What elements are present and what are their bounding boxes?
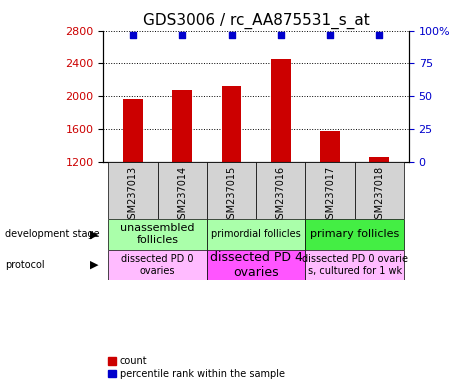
Bar bbox=[306, 162, 355, 219]
Point bbox=[326, 31, 334, 38]
Text: ▶: ▶ bbox=[90, 260, 99, 270]
Bar bbox=[207, 250, 306, 280]
Text: GSM237014: GSM237014 bbox=[177, 166, 187, 225]
Text: primary follicles: primary follicles bbox=[310, 229, 399, 239]
Text: ▶: ▶ bbox=[90, 229, 99, 239]
Title: GDS3006 / rc_AA875531_s_at: GDS3006 / rc_AA875531_s_at bbox=[143, 13, 369, 29]
Text: GSM237013: GSM237013 bbox=[128, 166, 138, 225]
Bar bbox=[271, 60, 290, 162]
Bar bbox=[172, 89, 192, 162]
Point bbox=[228, 31, 235, 38]
Bar bbox=[108, 250, 207, 280]
Bar bbox=[108, 162, 157, 219]
Bar bbox=[123, 99, 143, 162]
Text: dissected PD 0 ovarie
s, cultured for 1 wk: dissected PD 0 ovarie s, cultured for 1 … bbox=[302, 254, 407, 276]
Text: GSM237015: GSM237015 bbox=[227, 166, 236, 225]
Text: protocol: protocol bbox=[5, 260, 44, 270]
Bar bbox=[157, 162, 207, 219]
Text: primordial follicles: primordial follicles bbox=[212, 229, 301, 239]
Bar bbox=[207, 162, 256, 219]
Bar bbox=[355, 162, 404, 219]
Text: development stage: development stage bbox=[5, 229, 99, 239]
Text: GSM237016: GSM237016 bbox=[276, 166, 286, 225]
Text: GSM237017: GSM237017 bbox=[325, 166, 335, 225]
Bar bbox=[306, 250, 404, 280]
Bar bbox=[306, 219, 404, 250]
Legend: count, percentile rank within the sample: count, percentile rank within the sample bbox=[108, 356, 285, 379]
Point bbox=[376, 31, 383, 38]
Text: dissected PD 4
ovaries: dissected PD 4 ovaries bbox=[210, 251, 303, 279]
Point bbox=[179, 31, 186, 38]
Bar bbox=[207, 219, 306, 250]
Bar bbox=[108, 219, 207, 250]
Bar bbox=[320, 131, 340, 162]
Bar bbox=[369, 157, 389, 162]
Bar bbox=[222, 86, 242, 162]
Bar bbox=[256, 162, 306, 219]
Text: dissected PD 0
ovaries: dissected PD 0 ovaries bbox=[121, 254, 194, 276]
Text: GSM237018: GSM237018 bbox=[374, 166, 384, 225]
Text: unassembled
follicles: unassembled follicles bbox=[120, 223, 195, 245]
Point bbox=[129, 31, 137, 38]
Point bbox=[277, 31, 284, 38]
